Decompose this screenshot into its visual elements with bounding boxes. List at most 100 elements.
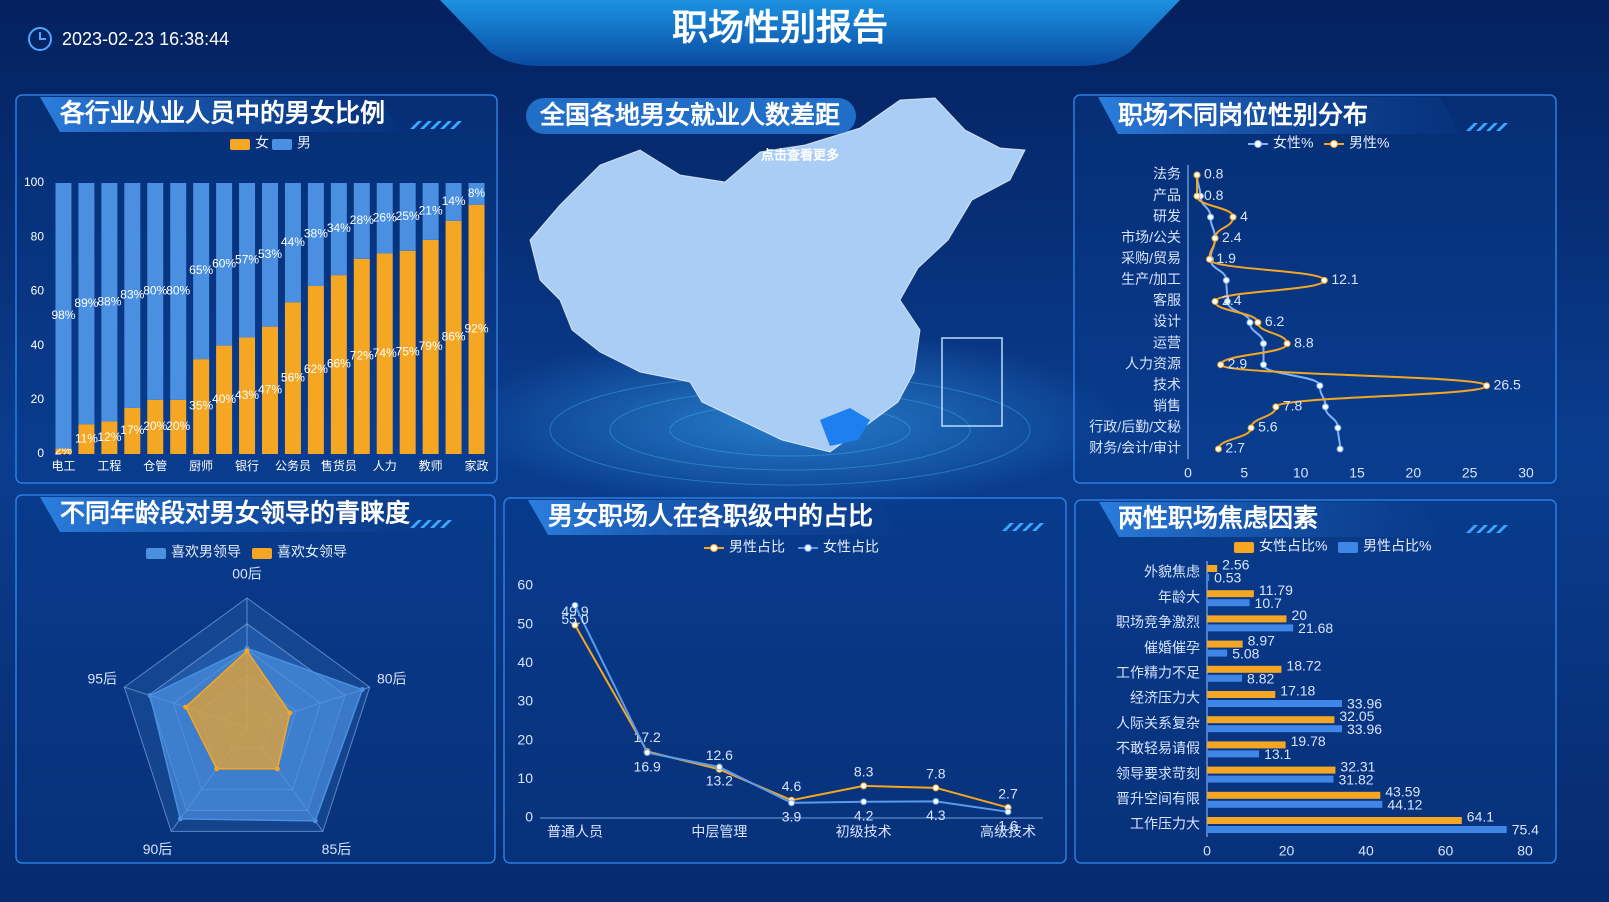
data-label: 2.4 <box>1222 229 1242 245</box>
point <box>1217 361 1225 369</box>
y-tick-label: 不敢轻易请假 <box>1116 740 1200 756</box>
data-label: 31.82 <box>1338 771 1373 787</box>
data-label: 17% <box>120 423 144 437</box>
bar-segment <box>422 183 439 240</box>
data-label: 2.9 <box>1228 355 1248 371</box>
legend-label: 女性占比% <box>1259 538 1327 554</box>
data-label: 8.82 <box>1247 671 1274 687</box>
bar <box>1207 800 1383 808</box>
legend-label: 喜欢男领导 <box>171 544 241 560</box>
radar-point <box>359 687 365 693</box>
data-label: 4 <box>1240 208 1248 224</box>
x-tick-label: 40 <box>1358 843 1374 859</box>
bar <box>1207 674 1243 682</box>
radar-area <box>184 649 291 770</box>
data-label: 8.3 <box>854 764 874 780</box>
bar-segment <box>399 250 416 454</box>
x-tick-label: 人力 <box>373 459 397 473</box>
legend-icon <box>230 139 250 150</box>
bar <box>1207 615 1287 623</box>
y-tick-label: 行政/后勤/文秘 <box>1089 419 1181 435</box>
data-label: 18.72 <box>1286 658 1321 674</box>
y-tick-label: 30 <box>517 693 533 709</box>
y-tick-label: 领导要求苛刻 <box>1116 765 1200 781</box>
point <box>643 749 651 757</box>
map-link[interactable]: 点击查看更多 <box>761 147 839 162</box>
bar <box>1207 716 1335 724</box>
y-tick-label: 80 <box>31 229 45 243</box>
point <box>932 797 940 805</box>
y-tick-label: 客服 <box>1153 292 1181 308</box>
legend-icon <box>1234 542 1254 553</box>
y-tick-label: 销售 <box>1153 398 1181 414</box>
panel-title: 各行业从业人员中的男女比例 <box>59 99 385 128</box>
y-tick-label: 40 <box>517 654 533 670</box>
data-label: 32.05 <box>1339 708 1374 724</box>
y-tick-label: 工作压力大 <box>1130 816 1200 832</box>
radar-indicator: 95后 <box>87 671 117 687</box>
data-label: 12.1 <box>1331 271 1358 287</box>
bar-segment <box>170 183 187 400</box>
data-label: 47% <box>258 382 282 396</box>
data-label: 11% <box>75 431 98 445</box>
data-label: 25% <box>396 209 420 223</box>
data-label: 5.6 <box>1258 419 1278 435</box>
point <box>1321 403 1329 411</box>
x-tick-label: 25 <box>1462 465 1478 481</box>
data-label: 2.7 <box>1225 440 1245 456</box>
bar-segment <box>78 183 95 425</box>
x-tick-label: 0 <box>1184 465 1192 481</box>
y-tick-label: 60 <box>517 577 533 593</box>
data-label: 0.8 <box>1204 166 1224 182</box>
bar <box>1207 565 1218 572</box>
south-sea-inset <box>941 337 1003 427</box>
data-label: 83% <box>120 288 144 302</box>
radar-point <box>183 704 189 710</box>
data-label: 80% <box>166 284 190 298</box>
radar-point <box>287 710 293 716</box>
bar-segment <box>445 220 462 454</box>
data-label: 43.59 <box>1385 784 1420 800</box>
bar <box>1207 665 1282 673</box>
radar-point <box>177 816 183 822</box>
data-label: 64.1 <box>1467 809 1494 825</box>
legend-label: 男性占比% <box>1363 538 1431 554</box>
data-label: 20% <box>166 419 190 433</box>
data-label: 66% <box>327 357 351 371</box>
legend-label: 喜欢女领导 <box>277 544 347 560</box>
y-tick-label: 40 <box>31 338 45 352</box>
bar-segment <box>353 183 370 259</box>
data-label: 21.68 <box>1298 620 1333 636</box>
data-label: 26.5 <box>1494 376 1521 392</box>
legend-icon <box>146 548 166 559</box>
bar <box>1207 750 1260 758</box>
x-tick-label: 5 <box>1240 465 1248 481</box>
point <box>1211 297 1219 305</box>
data-label: 32.31 <box>1340 758 1375 774</box>
panel-title: 两性职场焦虑因素 <box>1118 504 1318 533</box>
data-label: 33.96 <box>1347 696 1382 712</box>
y-tick-label: 设计 <box>1153 313 1181 329</box>
data-label: 13.2 <box>706 773 733 789</box>
data-label: 40% <box>212 392 236 406</box>
bar-segment <box>193 359 210 454</box>
bar <box>1207 624 1294 632</box>
point <box>571 621 579 629</box>
x-tick-label: 20 <box>1279 843 1295 859</box>
data-label: 7.8 <box>1283 398 1303 414</box>
point <box>1336 445 1344 453</box>
bar-segment <box>147 399 164 454</box>
x-tick-label: 15 <box>1349 465 1365 481</box>
bar <box>1207 574 1210 581</box>
legend-icon <box>1330 140 1338 148</box>
legend-label: 女性% <box>1273 135 1313 151</box>
data-label: 0.53 <box>1214 570 1241 586</box>
data-label: 89% <box>74 296 98 310</box>
y-tick-label: 财务/会计/审计 <box>1089 440 1181 456</box>
map-region-highlight[interactable] <box>820 408 870 446</box>
china-map[interactable] <box>529 97 1026 453</box>
point <box>1205 255 1213 263</box>
bar-segment <box>124 407 141 454</box>
y-tick-label: 生产/加工 <box>1121 271 1181 287</box>
